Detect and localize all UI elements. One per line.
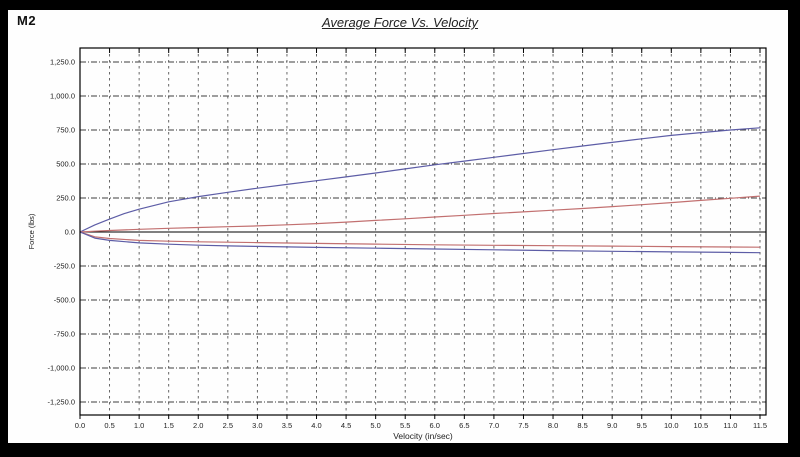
x-tick-label: 11.0 <box>723 421 737 430</box>
y-tick-label: -500.0 <box>54 296 75 305</box>
x-tick-label: 11.5 <box>753 421 767 430</box>
x-tick-label: 8.0 <box>548 421 558 430</box>
y-tick-label: -250.0 <box>54 262 75 271</box>
series-blue-upper <box>79 127 761 233</box>
y-tick-label: -1,250.0 <box>47 398 75 407</box>
y-tick-label: 1,000.0 <box>50 92 75 101</box>
x-tick-label: 6.0 <box>430 421 440 430</box>
x-tick-label: 2.5 <box>223 421 233 430</box>
y-tick-label: 750.0 <box>56 126 75 135</box>
x-tick-label: 3.0 <box>252 421 262 430</box>
chart-panel <box>8 10 788 443</box>
chart-id-label: M2 <box>17 13 37 28</box>
y-tick-label: 250.0 <box>56 194 75 203</box>
y-tick-label: -750.0 <box>54 330 75 339</box>
x-tick-label: 10.0 <box>664 421 679 430</box>
y-tick-label: -1,000.0 <box>47 364 75 373</box>
series-red-lower <box>79 231 761 248</box>
y-tick-label: 1,250.0 <box>50 58 75 67</box>
x-tick-label: 9.5 <box>637 421 647 430</box>
x-tick-label: 10.5 <box>694 421 709 430</box>
series-blue-lower <box>79 231 761 254</box>
chart-title: Average Force Vs. Velocity <box>0 15 800 30</box>
x-tick-label: 0.0 <box>75 421 85 430</box>
x-tick-label: 4.5 <box>341 421 351 430</box>
y-axis-title: Force (lbs) <box>27 213 36 249</box>
x-tick-label: 1.0 <box>134 421 144 430</box>
x-tick-label: 8.5 <box>577 421 587 430</box>
y-tick-label: 0.0 <box>65 228 75 237</box>
x-tick-label: 2.0 <box>193 421 203 430</box>
x-tick-label: 6.5 <box>459 421 469 430</box>
chart-title-text: Average Force Vs. Velocity <box>321 15 479 30</box>
plot-border <box>79 47 767 416</box>
x-tick-label: 5.5 <box>400 421 410 430</box>
series-red-upper <box>79 195 761 233</box>
x-tick-label: 5.0 <box>370 421 380 430</box>
x-tick-label: 7.5 <box>518 421 528 430</box>
x-tick-label: 1.5 <box>163 421 173 430</box>
x-tick-label: 4.0 <box>311 421 321 430</box>
x-tick-label: 0.5 <box>104 421 114 430</box>
y-tick-label: 500.0 <box>56 160 75 169</box>
x-tick-label: 3.5 <box>282 421 292 430</box>
x-tick-label: 9.0 <box>607 421 617 430</box>
x-tick-label: 7.0 <box>489 421 499 430</box>
x-axis-title: Velocity (in/sec) <box>393 431 453 441</box>
